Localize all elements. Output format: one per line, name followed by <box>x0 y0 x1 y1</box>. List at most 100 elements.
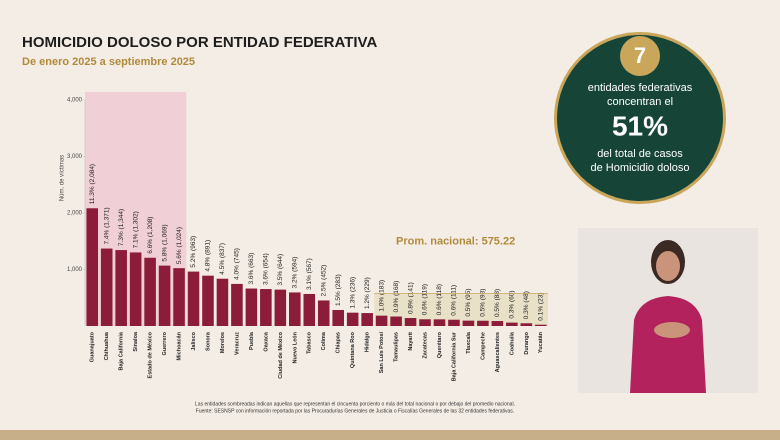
footnote: Fuente: SESNSP con información reportada… <box>196 408 514 414</box>
bar <box>86 208 99 326</box>
highlight-text: entidades federativas <box>588 82 693 94</box>
bar <box>477 320 489 326</box>
x-tick-label: Guanajuato <box>90 331 96 362</box>
bar <box>289 292 301 326</box>
footer-band <box>0 430 780 440</box>
value-label: 4.8% (891) <box>205 240 212 272</box>
value-label: 7.4% (1,371) <box>103 207 110 244</box>
value-label: 5.2% (963) <box>190 236 197 268</box>
x-tick-label: Estado de México <box>148 331 154 378</box>
y-tick-label: 2,000 <box>67 211 83 217</box>
presenter-body <box>630 296 706 393</box>
circle <box>557 35 723 201</box>
x-tick-label: Morelos <box>220 332 226 353</box>
bar <box>303 293 316 326</box>
value-label: 0.3% (48) <box>523 291 530 319</box>
y-axis-label: Núm. de víctimas <box>60 155 66 201</box>
bar <box>346 312 359 326</box>
value-label: 0.5% (95) <box>465 288 472 316</box>
bar <box>173 268 185 326</box>
highlight-text: del total de casos <box>597 148 683 160</box>
value-label: 11.3% (2,084) <box>89 164 96 204</box>
y-tick-label: 3,000 <box>67 154 83 160</box>
value-label: 0.6% (111) <box>451 285 458 316</box>
x-tick-label: Chihuahua <box>104 331 110 360</box>
highlight-percent: 51% <box>612 110 668 141</box>
x-tick-label: Guerrero <box>162 331 168 355</box>
x-tick-label: Querétaro <box>437 331 443 358</box>
highlight-text: de Homicidio doloso <box>590 162 689 174</box>
x-tick-label: Chiapas <box>336 332 342 353</box>
bar <box>100 248 113 326</box>
value-label: 3.6% (654) <box>263 253 270 285</box>
number-badge <box>620 36 660 76</box>
x-tick-label: Yucatán <box>538 331 544 353</box>
value-label: 7.1% (1,302) <box>132 211 139 248</box>
bar <box>520 323 533 326</box>
bar <box>332 310 344 326</box>
x-tick-label: Tlaxcala <box>466 331 472 354</box>
value-label: 3.1% (567) <box>306 258 313 290</box>
footnote: Las entidades sombreadas indican aquella… <box>195 401 515 407</box>
chart: 1,000 2,000 3,000 4,000 Núm. de víctimas 11.3… <box>60 92 548 414</box>
value-label: 4.0% (745) <box>234 248 241 280</box>
value-label: 0.5% (93) <box>480 289 487 317</box>
bar <box>462 320 475 326</box>
value-label: 0.9% (168) <box>393 281 400 313</box>
bar <box>448 319 460 326</box>
highlight-number: 7 <box>634 43 646 68</box>
bar <box>404 318 417 326</box>
value-label: 5.8% (1,069) <box>161 224 168 261</box>
x-tick-label: Sinaloa <box>133 331 139 352</box>
bar <box>361 313 373 326</box>
x-tick-label: Quintana Roo <box>350 331 356 368</box>
x-tick-label: Aguascalientes <box>495 332 501 372</box>
bar <box>419 319 431 326</box>
bar <box>491 321 504 326</box>
value-label: 2.5% (452) <box>320 265 327 297</box>
y-tick-label: 1,000 <box>67 267 83 273</box>
value-label: 1.5% (283) <box>335 274 342 306</box>
bar <box>245 288 258 326</box>
x-tick-label: Tabasco <box>307 331 313 354</box>
bar <box>216 278 229 326</box>
y-tick-label: 4,000 <box>67 98 83 104</box>
value-label: 5.6% (1,024) <box>176 227 183 264</box>
x-tick-label: Ciudad de México <box>278 331 284 378</box>
presenter-face <box>656 251 680 281</box>
x-tick-label: San Luis Potosí <box>379 332 385 374</box>
value-label: 0.8% (141) <box>407 282 414 314</box>
bar <box>375 315 388 326</box>
bar <box>158 265 171 326</box>
value-label: 6.6% (1,208) <box>147 217 154 254</box>
bar <box>231 283 243 326</box>
highlight-panel: 7 entidades federativas concentran el 51… <box>554 32 726 204</box>
bar <box>115 250 127 326</box>
value-label: 3.2% (594) <box>292 257 299 289</box>
value-label: 3.5% (644) <box>277 254 284 286</box>
presenter-hands <box>654 322 690 338</box>
x-tick-label: Nuevo León <box>292 331 298 363</box>
value-label: 0.1% (23) <box>537 293 544 321</box>
x-tick-label: Colima <box>321 331 327 350</box>
x-tick-label: Durango <box>524 331 530 354</box>
value-label: 4.5% (837) <box>219 243 226 275</box>
bar <box>202 275 214 326</box>
x-tick-label: Jalisco <box>191 331 197 350</box>
x-tick-label: Tamaulipas <box>394 332 400 362</box>
x-tick-label: Zacatecas <box>422 332 428 359</box>
x-tick-label: Oaxaca <box>263 331 269 352</box>
shaded-area <box>374 293 548 326</box>
value-label: 0.6% (119) <box>422 284 429 315</box>
video-panel <box>578 228 758 393</box>
average-label: Prom. nacional: 575.22 <box>396 235 515 247</box>
x-tick-label: Sonora <box>205 331 211 351</box>
value-label: 0.6% (118) <box>436 284 443 315</box>
value-label: 1.0% (183) <box>378 280 385 312</box>
highlight-text: concentran el <box>607 96 673 108</box>
x-tick-label: Baja California Sur <box>451 331 457 381</box>
bar <box>317 300 330 326</box>
x-tick-label: Puebla <box>249 331 255 350</box>
bar <box>534 324 547 326</box>
